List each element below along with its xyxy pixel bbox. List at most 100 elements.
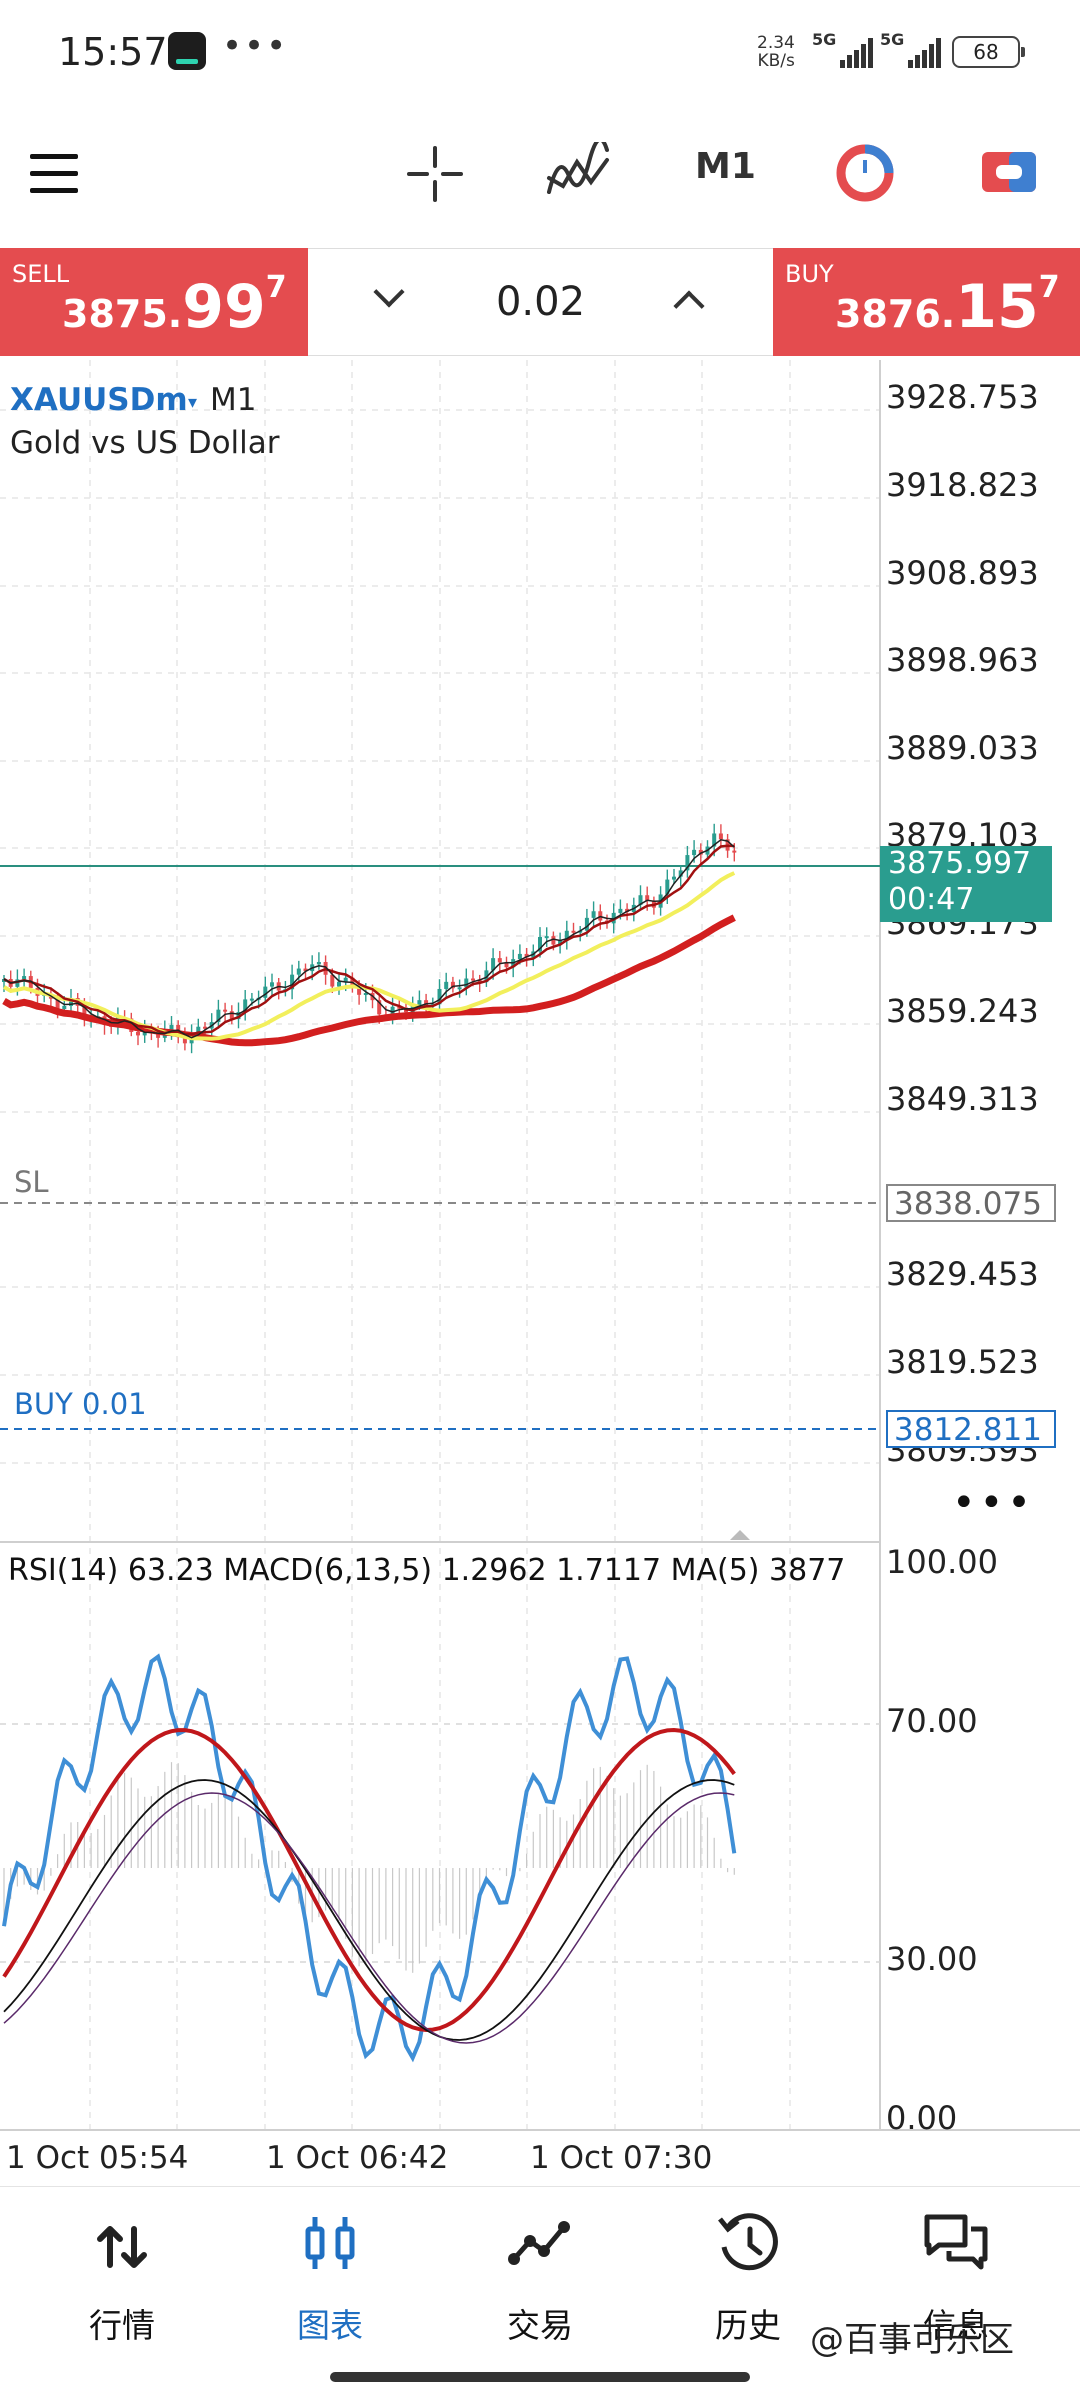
candle-body: [390, 1006, 395, 1015]
sell-button[interactable]: SELL 3875.997: [0, 248, 308, 356]
candle-body: [464, 978, 469, 988]
candle-body: [363, 993, 368, 996]
more-options-icon[interactable]: •••: [952, 1480, 1035, 1526]
chart-clock-icon[interactable]: [834, 142, 896, 204]
candle-body: [397, 1006, 402, 1009]
pane-resize-handle: [730, 1530, 750, 1540]
candle-body: [82, 1005, 87, 1019]
chart-toolbar: M1: [0, 110, 1080, 240]
candle-body: [538, 936, 542, 952]
candle-body: [584, 917, 589, 931]
candle-body: [544, 936, 549, 939]
price-tick-label: 3908.893: [886, 554, 1039, 592]
lot-stepper: 0.02: [308, 248, 773, 356]
trade-bar: SELL 3875.997 0.02 BUY 3876.157: [0, 248, 1080, 356]
candle-body: [732, 850, 737, 853]
buy-line-label: BUY 0.01: [14, 1387, 147, 1421]
candle-body: [243, 999, 248, 1013]
time-tick-label: 1 Oct 05:54: [6, 2140, 189, 2176]
nav-quotes[interactable]: 行情: [32, 2207, 212, 2347]
hamburger-menu-icon[interactable]: [30, 154, 80, 194]
chart-symbol[interactable]: XAUUSDm: [10, 382, 188, 418]
candle-body: [203, 1026, 207, 1029]
candle-body: [2, 979, 6, 982]
chart-subtitle: Gold vs US Dollar: [10, 425, 280, 461]
candle-body: [517, 953, 522, 960]
ma-line-indicator: [3, 1792, 735, 2044]
chart-icon: [305, 2217, 355, 2269]
status-time: 15:57: [58, 30, 168, 74]
quotes-icon: [97, 2226, 147, 2268]
candle-body: [417, 1000, 422, 1006]
more-notifications-icon: •••: [222, 26, 289, 66]
candle-body: [625, 908, 630, 913]
candle-body: [551, 936, 556, 945]
price-tick-label: 3918.823: [886, 466, 1039, 504]
history-icon: [718, 2213, 778, 2271]
price-chart[interactable]: [0, 0, 1080, 2186]
candle-body: [377, 1000, 382, 1015]
candle-body: [223, 1009, 228, 1012]
candle-body: [692, 849, 697, 856]
nav-messages[interactable]: 信息: [866, 2207, 1046, 2347]
candle-body: [216, 1009, 221, 1023]
medium-ma-line: [2, 871, 736, 1041]
candle-body: [290, 974, 295, 990]
candle-body: [558, 940, 563, 945]
candle-body: [15, 979, 20, 987]
indicator-icon[interactable]: [545, 142, 611, 204]
candle-body: [645, 895, 650, 901]
candle-body: [665, 879, 670, 895]
candle-body: [712, 833, 717, 847]
candle-body: [69, 998, 73, 1006]
candle-body: [591, 911, 596, 918]
nav-trade[interactable]: 交易: [450, 2207, 630, 2347]
status-bar: 15:57 ••• 2.34 KB/s 5G 5G 68: [0, 0, 1080, 110]
timeframe-button[interactable]: M1: [695, 146, 756, 187]
candle-body: [424, 1000, 429, 1006]
candle-body: [343, 977, 348, 982]
watermark: @百事可乐区: [810, 2320, 1014, 2360]
price-tick-label: 3859.243: [886, 992, 1039, 1030]
candle-body: [444, 981, 449, 989]
indicator-tick-label: 30.00: [886, 1940, 978, 1978]
indicator-tick-label: 70.00: [886, 1702, 978, 1740]
candle-body: [229, 1011, 234, 1020]
candle-body: [303, 968, 308, 972]
price-tick-label: 3829.453: [886, 1255, 1039, 1293]
slow-ma-line: [2, 914, 736, 1047]
macd-signal-line: [3, 1779, 735, 2041]
sl-price-label[interactable]: 3838.075: [886, 1184, 1056, 1222]
candle-body: [156, 1032, 161, 1038]
candle-body: [678, 870, 683, 877]
ma5-line: [3, 838, 735, 1039]
crosshair-icon[interactable]: [405, 144, 465, 204]
candle-body: [182, 1035, 187, 1044]
indicator-tick-label: 100.00: [886, 1543, 998, 1581]
buy-line-price-label[interactable]: 3812.811: [886, 1410, 1056, 1448]
time-tick-label: 1 Oct 06:42: [266, 2140, 449, 2176]
home-indicator[interactable]: [330, 2372, 750, 2382]
candle-body: [672, 876, 676, 880]
candle-body: [571, 930, 576, 933]
network-speed: 2.34 KB/s: [757, 33, 795, 71]
candle-body: [618, 908, 623, 913]
trade-icon: [508, 2221, 570, 2265]
candle-body: [638, 895, 643, 905]
candle-body: [457, 987, 462, 990]
candle-body: [296, 968, 301, 975]
chart-toggle-icon[interactable]: [980, 148, 1038, 196]
symbol-dropdown-icon[interactable]: ▾: [188, 392, 198, 413]
buy-button[interactable]: BUY 3876.157: [773, 248, 1080, 356]
nav-history[interactable]: 历史: [658, 2207, 838, 2347]
fast-ma-line: [3, 844, 735, 1036]
lot-value[interactable]: 0.02: [495, 279, 586, 325]
nav-chart[interactable]: 图表: [240, 2207, 420, 2347]
candle-body: [169, 1024, 174, 1031]
signal-icon-1: 5G: [812, 30, 873, 68]
bid-price-label: 3875.997 00:47: [880, 846, 1052, 922]
candle-body: [196, 1026, 201, 1035]
rsi-line: [2, 1653, 737, 2063]
price-tick-label: 3849.313: [886, 1080, 1039, 1118]
candle-body: [357, 987, 362, 995]
